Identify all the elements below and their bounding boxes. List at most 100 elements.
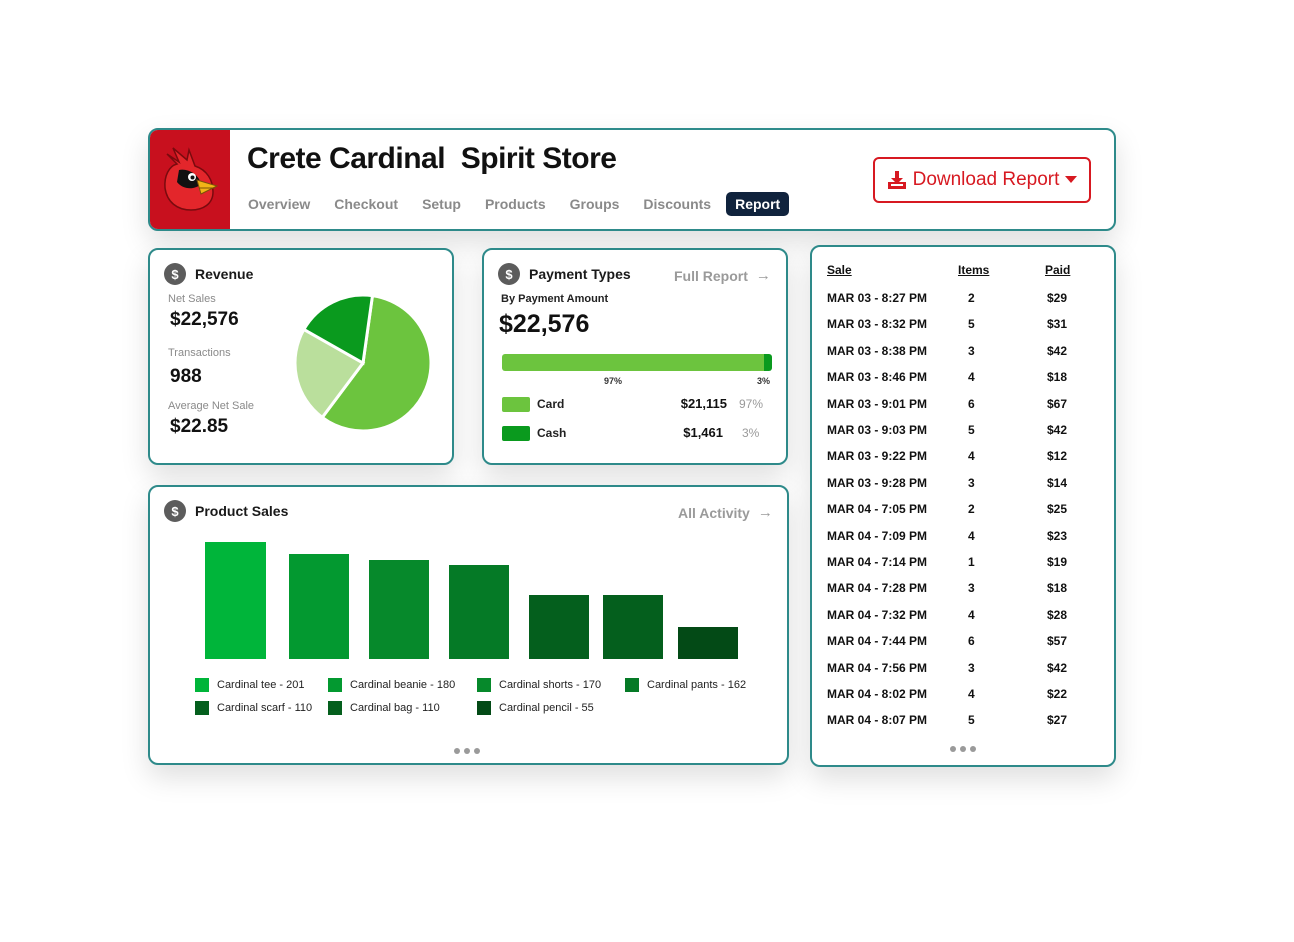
legend-label: Cardinal scarf - 110 xyxy=(217,702,313,714)
table-row[interactable]: MAR 03 - 8:27 PM 2 $29 xyxy=(812,291,1112,315)
more-dots-icon[interactable] xyxy=(452,748,482,754)
legend-item: Cardinal pants - 162 xyxy=(625,678,746,692)
full-report-link[interactable]: Full Report → xyxy=(674,267,771,284)
sale-time-cell: MAR 03 - 8:32 PM xyxy=(827,317,928,332)
tab-overview[interactable]: Overview xyxy=(248,196,311,212)
items-cell: 4 xyxy=(968,607,975,622)
table-row[interactable]: MAR 04 - 7:44 PM 6 $57 xyxy=(812,634,1112,658)
sale-time-cell: MAR 04 - 7:05 PM xyxy=(827,502,928,517)
tab-setup[interactable]: Setup xyxy=(422,196,461,212)
table-row[interactable]: MAR 03 - 9:28 PM 3 $14 xyxy=(812,476,1112,500)
items-cell: 4 xyxy=(968,449,975,464)
items-cell: 4 xyxy=(968,370,975,385)
tab-groups[interactable]: Groups xyxy=(569,196,620,212)
download-icon xyxy=(887,171,906,189)
caret-down-icon[interactable] xyxy=(1065,176,1078,184)
paid-cell: $25 xyxy=(1047,502,1068,517)
items-column-header[interactable]: Items xyxy=(958,263,990,277)
avg-net-sale-label: Average Net Sale xyxy=(168,400,255,412)
legend-label: Cardinal pants - 162 xyxy=(647,679,747,691)
paid-cell: $57 xyxy=(1047,634,1068,649)
bar xyxy=(289,554,349,659)
card-swatch xyxy=(502,397,530,412)
transactions-value: 988 xyxy=(170,366,202,387)
paid-cell: $18 xyxy=(1047,370,1068,385)
paid-cell: $42 xyxy=(1047,343,1068,358)
table-row[interactable]: MAR 04 - 7:05 PM 2 $25 xyxy=(812,502,1112,526)
bar xyxy=(678,626,738,659)
transactions-label: Transactions xyxy=(168,347,231,359)
paid-cell: $12 xyxy=(1047,449,1068,464)
payment-subtitle: By Payment Amount xyxy=(501,293,609,305)
cash-percent: 3% xyxy=(742,426,760,440)
product-sales-title: Product Sales xyxy=(195,503,289,519)
table-row[interactable]: MAR 04 - 7:56 PM 3 $42 xyxy=(812,661,1112,685)
table-row[interactable]: MAR 04 - 7:14 PM 1 $19 xyxy=(812,555,1112,579)
paid-cell: $27 xyxy=(1047,713,1068,728)
legend-label: Cardinal tee - 201 xyxy=(217,679,305,691)
sale-time-cell: MAR 04 - 7:44 PM xyxy=(827,634,928,649)
net-sales-label: Net Sales xyxy=(168,293,216,305)
table-row[interactable]: MAR 03 - 8:38 PM 3 $42 xyxy=(812,344,1112,368)
table-row[interactable]: MAR 04 - 7:28 PM 3 $18 xyxy=(812,581,1112,605)
items-cell: 3 xyxy=(968,581,975,596)
legend-label: Cardinal shorts - 170 xyxy=(499,679,602,691)
more-dots-icon[interactable] xyxy=(948,746,978,752)
table-row[interactable]: MAR 03 - 8:46 PM 4 $18 xyxy=(812,370,1112,394)
payment-total: $22,576 xyxy=(499,310,590,338)
cash-amount: $1,461 xyxy=(683,425,723,440)
cash-percent-label: 3% xyxy=(757,376,771,386)
sale-time-cell: MAR 03 - 9:01 PM xyxy=(827,396,928,411)
table-row[interactable]: MAR 04 - 7:09 PM 4 $23 xyxy=(812,529,1112,553)
product-sales-card: $ Product Sales All Activity → Cardinal … xyxy=(148,485,789,765)
legend-item: Cardinal pencil - 55 xyxy=(477,701,594,715)
legend-swatch xyxy=(195,678,209,692)
arrow-right-icon: → xyxy=(755,267,771,284)
paid-cell: $28 xyxy=(1047,607,1068,622)
payment-split-bar xyxy=(502,354,772,371)
paid-column-header[interactable]: Paid xyxy=(1045,263,1071,277)
tab-checkout[interactable]: Checkout xyxy=(334,196,399,212)
paid-cell: $29 xyxy=(1047,291,1068,305)
legend-swatch xyxy=(328,678,342,692)
revenue-pie-chart xyxy=(293,293,433,433)
items-cell: 6 xyxy=(968,634,975,649)
tab-discounts[interactable]: Discounts xyxy=(643,196,712,212)
sale-time-cell: MAR 04 - 7:56 PM xyxy=(827,660,928,675)
store-header: Crete Cardinal Spirit Store Overview Che… xyxy=(148,128,1116,231)
all-activity-link[interactable]: All Activity → xyxy=(678,504,773,521)
tab-report[interactable]: Report xyxy=(726,192,790,216)
paid-cell: $19 xyxy=(1047,555,1068,569)
recent-sales-card: Sale Items Paid MAR 03 - 8:27 PM 2 $29 MAR … xyxy=(810,245,1116,767)
card-percent: 97% xyxy=(739,397,764,411)
tab-products[interactable]: Products xyxy=(484,196,546,212)
paid-cell: $22 xyxy=(1047,687,1068,701)
legend-label: Cardinal pencil - 55 xyxy=(499,702,594,714)
table-row[interactable]: MAR 04 - 8:02 PM 4 $22 xyxy=(812,687,1112,711)
paid-cell: $31 xyxy=(1047,317,1068,332)
card-segment xyxy=(502,354,764,371)
table-row[interactable]: MAR 04 - 7:32 PM 4 $28 xyxy=(812,608,1112,632)
avg-net-sale-value: $22.85 xyxy=(170,416,229,437)
legend-swatch xyxy=(477,678,491,692)
legend-swatch xyxy=(477,701,491,715)
bar xyxy=(603,594,663,659)
legend-label: Cardinal bag - 110 xyxy=(350,702,440,714)
sale-column-header[interactable]: Sale xyxy=(827,263,852,277)
paid-cell: $18 xyxy=(1047,581,1068,596)
table-row[interactable]: MAR 03 - 9:03 PM 5 $42 xyxy=(812,423,1112,447)
items-cell: 4 xyxy=(968,687,975,701)
pie-slice xyxy=(301,293,375,366)
legend-swatch xyxy=(195,701,209,715)
table-row[interactable]: MAR 04 - 8:07 PM 5 $27 xyxy=(812,713,1112,737)
bar xyxy=(369,560,429,659)
cardinal-logo xyxy=(150,130,230,229)
download-report-button[interactable]: Download Report xyxy=(873,157,1091,203)
items-cell: 2 xyxy=(968,502,975,517)
table-row[interactable]: MAR 03 - 9:22 PM 4 $12 xyxy=(812,449,1112,473)
arrow-right-icon: → xyxy=(757,504,773,521)
bar xyxy=(529,594,589,659)
legend-item: Cardinal bag - 110 xyxy=(328,701,440,715)
table-row[interactable]: MAR 03 - 9:01 PM 6 $67 xyxy=(812,397,1112,421)
table-row[interactable]: MAR 03 - 8:32 PM 5 $31 xyxy=(812,317,1112,341)
